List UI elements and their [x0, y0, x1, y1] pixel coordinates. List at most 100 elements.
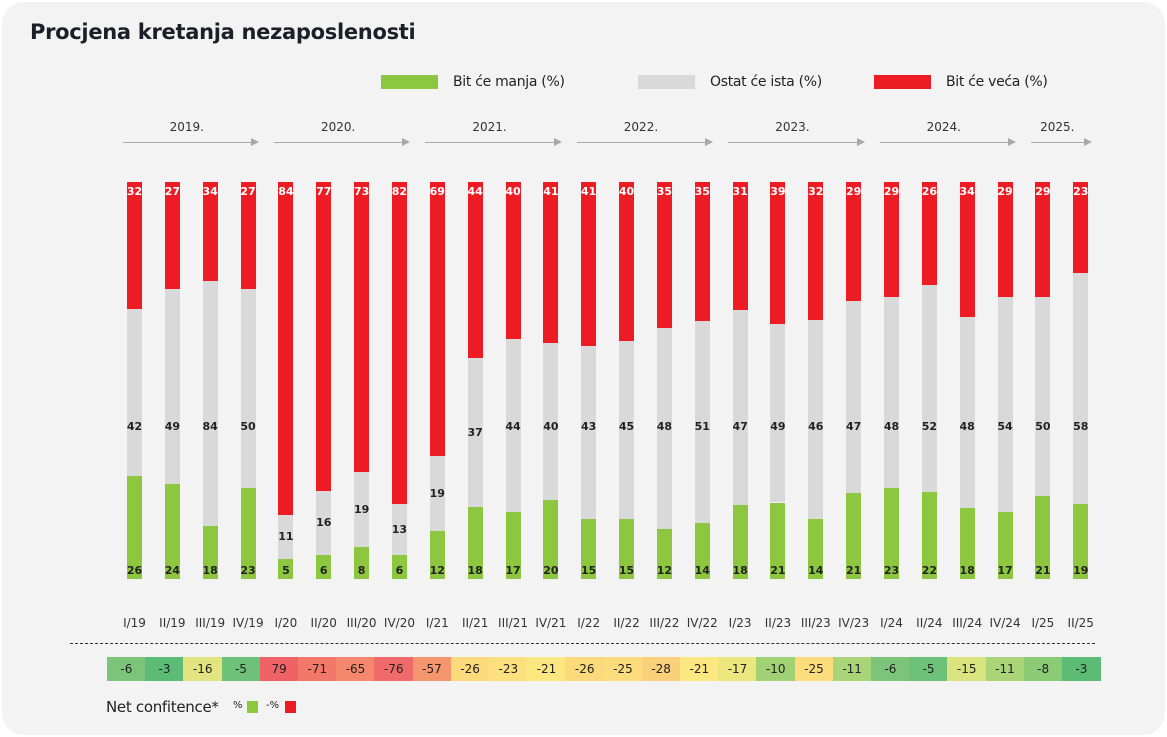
net-confidence-cell: -5 [221, 657, 261, 681]
year-label: 2021. [472, 120, 507, 134]
bar-label-decrease: 18 [959, 564, 975, 577]
net-confidence-cell: -11 [832, 657, 872, 681]
bar-label-same: 84 [202, 420, 218, 433]
bar-segment-decrease [240, 487, 256, 579]
net-confidence-title: Net confitence* [106, 698, 219, 716]
bar-label-decrease: 17 [505, 564, 521, 577]
year-label: 2019. [169, 120, 204, 134]
bar-segment-same [997, 297, 1013, 512]
bar-label-decrease: 23 [240, 564, 256, 577]
bar-segment-same [316, 490, 332, 555]
x-tick-label: IV/21 [535, 616, 567, 630]
bar-label-increase: 40 [618, 185, 635, 198]
bar-segment-same [505, 339, 521, 513]
bar-segment-increase [732, 182, 748, 311]
bar-label-increase: 29 [883, 185, 900, 198]
bar-label-decrease: 24 [164, 564, 180, 577]
bar-label-decrease: 18 [732, 564, 748, 577]
bar-segment-same [1073, 273, 1089, 504]
bar-segment-decrease [921, 491, 937, 579]
bar-segment-increase [770, 182, 786, 325]
bar-label-decrease: 15 [618, 564, 635, 577]
legend-item: Ostat će ista (%) [638, 74, 822, 90]
bar-segment-decrease [656, 528, 672, 579]
bar-segment-decrease [619, 519, 635, 579]
net-confidence-cell: 79 [259, 657, 299, 681]
x-tick-label: IV/19 [232, 616, 264, 630]
bar-label-same: 48 [883, 420, 900, 433]
bar-segment-decrease [202, 526, 218, 579]
x-tick-label: IV/20 [383, 616, 415, 630]
bar-segment-increase [1073, 182, 1089, 274]
bar-segment-increase [391, 182, 407, 505]
bar-label-increase: 29 [845, 185, 862, 198]
x-tick-label: II/21 [461, 616, 489, 630]
legend-label: Ostat će ista (%) [710, 74, 822, 90]
x-tick-label: III/23 [800, 616, 831, 630]
bar-segment-same [581, 346, 597, 519]
year-arrow [273, 138, 410, 146]
bar-segment-same [127, 309, 142, 476]
bar-segment-increase [884, 182, 899, 298]
net-confidence-cell: -6 [107, 657, 146, 681]
bar-segment-decrease [164, 483, 180, 579]
legend-item: Bit će manja (%) [381, 74, 565, 90]
net-confidence-cell: -21 [680, 657, 719, 681]
bar-segment-increase [240, 182, 256, 290]
bar-segment-decrease [505, 512, 521, 579]
bar-segment-increase [656, 182, 672, 329]
bar-segment-same [164, 289, 180, 484]
bar-label-increase: 35 [694, 185, 710, 198]
bar-segment-increase [467, 182, 483, 359]
net-confidence-cell: -25 [794, 657, 834, 681]
bar-label-increase: 41 [543, 185, 559, 198]
x-tick-label: I/23 [728, 616, 752, 630]
x-tick-label: III/20 [346, 616, 377, 630]
x-tick-label: III/24 [952, 616, 983, 630]
dashed-divider [70, 643, 1095, 644]
bar-segment-decrease [391, 555, 407, 579]
bar-label-increase: 27 [240, 185, 256, 198]
bar-label-decrease: 19 [1073, 564, 1089, 577]
bar-label-increase: 29 [1035, 185, 1051, 198]
bar-segment-increase [1035, 182, 1051, 298]
bar-segment-increase [164, 182, 180, 290]
bar-segment-same [429, 455, 445, 532]
bar-segment-same [694, 320, 710, 524]
bar-label-decrease: 21 [1035, 564, 1051, 577]
bar-segment-increase [354, 182, 370, 472]
bar-segment-decrease [429, 531, 445, 579]
net-legend-positive-label: % [233, 700, 243, 711]
net-confidence-cell: -26 [450, 657, 490, 681]
x-tick-label: II/24 [916, 616, 943, 630]
bar-segment-increase [429, 182, 445, 456]
bar-segment-decrease [884, 487, 899, 579]
bar-label-increase: 69 [429, 185, 445, 198]
year-label: 2024. [926, 120, 961, 134]
bar-label-increase: 31 [732, 185, 748, 198]
bar-label-same: 37 [467, 425, 483, 439]
bar-segment-decrease [127, 475, 142, 579]
bar-label-same: 19 [429, 486, 445, 500]
bar-label-same: 49 [164, 420, 180, 433]
year-label: 2023. [775, 120, 810, 134]
x-tick-label: III/22 [649, 616, 680, 630]
bar-segment-same [278, 515, 294, 560]
x-tick-label: II/23 [764, 616, 792, 630]
bar-label-same: 48 [656, 420, 673, 433]
bar-label-increase: 34 [959, 185, 975, 198]
year-arrow [879, 138, 1016, 146]
net-confidence-cell: -11 [985, 657, 1025, 681]
net-confidence-cell: -65 [336, 657, 375, 681]
net-confidence-cell: -76 [374, 657, 414, 681]
bar-segment-decrease [694, 523, 710, 579]
bar-segment-same [656, 328, 672, 529]
bar-segment-decrease [808, 518, 824, 579]
net-confidence-cell: -8 [1023, 657, 1063, 681]
bar-label-decrease: 22 [921, 564, 937, 577]
bar-segment-increase [127, 182, 142, 310]
bar-segment-increase [505, 182, 521, 340]
bar-label-decrease: 23 [883, 564, 900, 577]
bar-label-decrease: 15 [581, 564, 597, 577]
bar-label-increase: 44 [467, 185, 483, 198]
